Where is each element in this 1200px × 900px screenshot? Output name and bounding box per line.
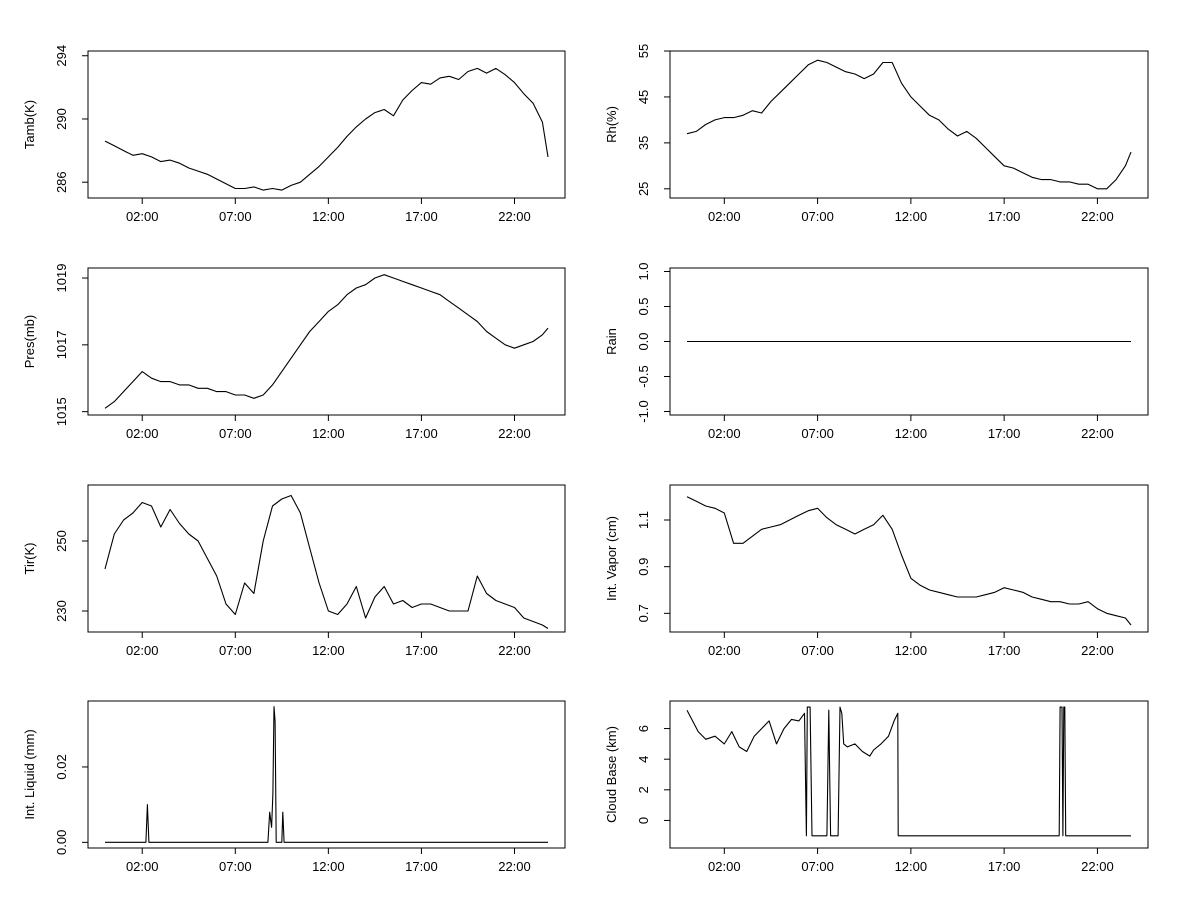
panel-8-x-tick-label: 22:00 — [1081, 859, 1114, 874]
panel-5: 02:00 07:00 12:00 17:00 22:00 230 250 Tir(K) — [22, 484, 566, 658]
panel-3-x-tick-label: 02:00 — [126, 426, 159, 441]
panel-3-y-tick-label: 1019 — [54, 264, 69, 293]
panel-2-y-tick-label: 55 — [636, 44, 651, 58]
panel-6-y-tick-label: 0.7 — [636, 604, 651, 622]
panel-6-x-tick-label: 17:00 — [988, 643, 1021, 658]
panel-2-y-tick-label: 35 — [636, 136, 651, 150]
panel-4-x-tick-label: 07:00 — [801, 426, 834, 441]
panel-3: 02:00 07:00 12:00 17:00 22:00 1015 1017 1019 Pre… — [22, 264, 566, 441]
pres-mb-series-line — [104, 274, 549, 409]
panel-6-frame — [669, 484, 1149, 633]
panel-3-x-tick-label: 07:00 — [219, 426, 252, 441]
panel-7-x-tick-label: 22:00 — [498, 859, 531, 874]
panel-1-y-tick-label: 294 — [54, 45, 69, 67]
panel-2-y-axis-label: Rh(%) — [604, 106, 619, 143]
panel-6-y-tick-label: 1.1 — [636, 511, 651, 529]
panel-5-x-tick-label: 17:00 — [405, 643, 438, 658]
panel-6-x-tick-label: 02:00 — [708, 643, 741, 658]
panel-2: 02:00 07:00 12:00 17:00 22:00 25 35 45 55 Rh(%) — [604, 44, 1149, 224]
panel-8: 02:00 07:00 12:00 17:00 22:00 0 2 4 6 Cloud Base … — [604, 700, 1149, 874]
panel-1-frame — [87, 50, 566, 199]
panel-4-x-tick-label: 22:00 — [1081, 426, 1114, 441]
panel-2-x-tick-label: 17:00 — [988, 209, 1021, 224]
panel-6-x-tick-label: 07:00 — [801, 643, 834, 658]
panel-4-x-tick-label: 17:00 — [988, 426, 1021, 441]
panel-1: 02:00 07:00 12:00 17:00 22:00 286 290 294 Tamb(K… — [22, 45, 566, 224]
panel-6: 02:00 07:00 12:00 17:00 22:00 0.7 0.9 1.1 Int. V… — [604, 484, 1149, 658]
panel-8-y-tick-label: 2 — [636, 786, 651, 793]
panel-1-x-tick-label: 02:00 — [126, 209, 159, 224]
panel-5-x-tick-label: 12:00 — [312, 643, 345, 658]
panel-8-x-tick-label: 02:00 — [708, 859, 741, 874]
panel-6-x-tick-label: 12:00 — [895, 643, 928, 658]
panel-7: 02:00 07:00 12:00 17:00 22:00 0.00 0.02 Int. Li… — [22, 700, 566, 874]
int-vapor-cm-series-line — [686, 496, 1132, 626]
panel-5-y-axis-label: Tir(K) — [22, 542, 37, 574]
rh-series-line — [686, 59, 1132, 190]
panel-4-y-tick-label: -1.0 — [636, 400, 651, 422]
panel-8-x-tick-label: 12:00 — [895, 859, 928, 874]
panel-3-x-tick-label: 17:00 — [405, 426, 438, 441]
panel-8-x-tick-label: 07:00 — [801, 859, 834, 874]
panel-5-x-tick-label: 07:00 — [219, 643, 252, 658]
panel-8-y-tick-label: 6 — [636, 725, 651, 732]
panel-3-y-tick-label: 1015 — [54, 397, 69, 426]
panel-8-y-tick-label: 0 — [636, 817, 651, 824]
panel-8-y-axis-label: Cloud Base (km) — [604, 726, 619, 823]
panel-5-x-tick-label: 22:00 — [498, 643, 531, 658]
panel-7-x-tick-label: 07:00 — [219, 859, 252, 874]
panel-4-y-tick-label: 0.0 — [636, 332, 651, 350]
panel-7-x-tick-label: 12:00 — [312, 859, 345, 874]
panel-2-y-tick-label: 45 — [636, 90, 651, 104]
panel-2-x-tick-label: 02:00 — [708, 209, 741, 224]
panel-5-y-tick-label: 250 — [54, 530, 69, 552]
int-liquid-mm-series-line — [105, 706, 548, 843]
panel-7-x-tick-label: 02:00 — [126, 859, 159, 874]
panel-1-x-tick-label: 22:00 — [498, 209, 531, 224]
panel-4-y-tick-label: 1.0 — [636, 262, 651, 280]
panel-3-frame — [87, 267, 566, 416]
cloud-base-km-series-line — [686, 706, 1131, 837]
panel-1-y-tick-label: 286 — [54, 171, 69, 193]
panel-5-x-tick-label: 02:00 — [126, 643, 159, 658]
panel-4: 02:00 07:00 12:00 17:00 22:00 -1.0 -0.5 0.0 0.5 1… — [604, 262, 1149, 441]
panel-2-x-tick-label: 22:00 — [1081, 209, 1114, 224]
panel-8-frame — [669, 700, 1149, 849]
panel-3-x-tick-label: 12:00 — [312, 426, 345, 441]
panel-1-y-tick-label: 290 — [54, 108, 69, 130]
panel-7-frame — [87, 700, 566, 849]
panel-5-frame — [87, 484, 566, 633]
panel-3-y-tick-label: 1017 — [54, 330, 69, 359]
panel-2-x-tick-label: 07:00 — [801, 209, 834, 224]
panel-8-x-tick-label: 17:00 — [988, 859, 1021, 874]
panel-7-x-tick-label: 17:00 — [405, 859, 438, 874]
panel-4-y-axis-label: Rain — [604, 328, 619, 355]
panel-6-y-axis-label: Int. Vapor (cm) — [604, 516, 619, 601]
panel-4-y-tick-label: -0.5 — [636, 365, 651, 387]
panel-2-y-tick-label: 25 — [636, 182, 651, 196]
panel-2-x-tick-label: 12:00 — [895, 209, 928, 224]
panel-7-y-axis-label: Int. Liquid (mm) — [22, 729, 37, 819]
panel-6-y-tick-label: 0.9 — [636, 558, 651, 576]
panel-1-y-axis-label: Tamb(K) — [22, 100, 37, 149]
panel-1-x-tick-label: 17:00 — [405, 209, 438, 224]
panel-1-x-tick-label: 12:00 — [312, 209, 345, 224]
tir-k-series-line — [104, 494, 549, 629]
panel-3-x-tick-label: 22:00 — [498, 426, 531, 441]
panel-4-x-tick-label: 02:00 — [708, 426, 741, 441]
panel-7-y-tick-label: 0.00 — [54, 830, 69, 855]
panel-3-y-axis-label: Pres(mb) — [22, 315, 37, 368]
panel-7-y-tick-label: 0.02 — [54, 754, 69, 779]
panel-4-y-tick-label: 0.5 — [636, 297, 651, 315]
tamb-k-series-line — [104, 67, 549, 191]
panel-5-y-tick-label: 230 — [54, 600, 69, 622]
panel-4-x-tick-label: 12:00 — [895, 426, 928, 441]
panel-6-x-tick-label: 22:00 — [1081, 643, 1114, 658]
panel-8-y-tick-label: 4 — [636, 756, 651, 763]
panel-2-frame — [669, 50, 1149, 199]
panel-1-x-tick-label: 07:00 — [219, 209, 252, 224]
